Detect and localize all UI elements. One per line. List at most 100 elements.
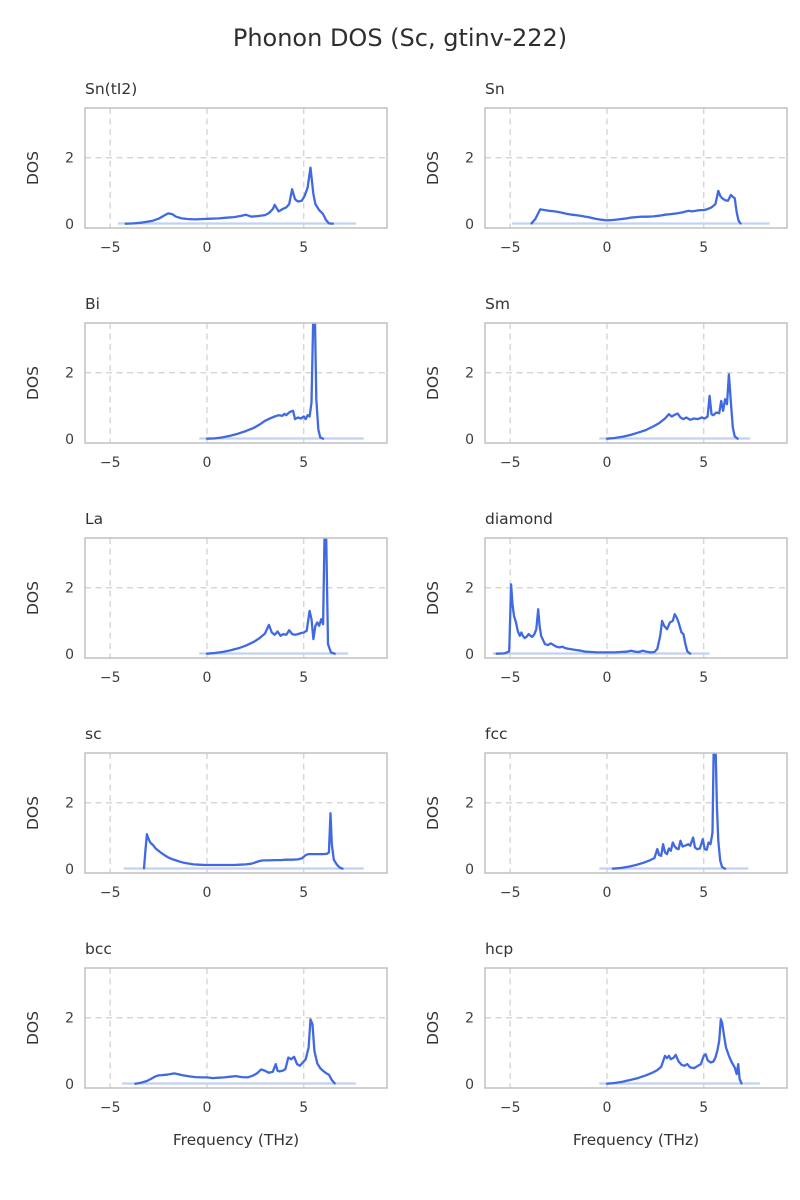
- x-tick-label: 5: [299, 1100, 308, 1116]
- y-axis-label: DOS: [24, 796, 42, 830]
- y-axis-label: DOS: [24, 1011, 42, 1045]
- y-tick-label: 0: [65, 862, 74, 878]
- x-tick-label: −5: [500, 455, 521, 471]
- x-tick-label: 0: [603, 1100, 612, 1116]
- subplot-canvas: Sn(tI2) 0 2 −5 0 5 DOS: [24, 80, 388, 256]
- x-tick-label: 5: [699, 240, 708, 256]
- plot-border: [484, 537, 788, 659]
- y-tick-label: 2: [65, 581, 74, 597]
- y-tick-label: 0: [65, 217, 74, 233]
- y-tick-label: 2: [465, 366, 474, 382]
- plot-border: [484, 107, 788, 229]
- y-tick-label: 2: [65, 1011, 74, 1027]
- y-axis-label: DOS: [424, 581, 442, 615]
- plot-border: [484, 967, 788, 1089]
- y-tick-label: 0: [465, 1077, 474, 1093]
- plot-border: [484, 752, 788, 874]
- x-tick-label: −5: [500, 670, 521, 686]
- dos-curve: [530, 189, 742, 225]
- plot-border: [84, 107, 388, 229]
- plot-border: [84, 537, 388, 659]
- y-tick-label: 0: [465, 862, 474, 878]
- subplot-canvas: Sn 0 2 −5 0 5 DOS: [424, 80, 788, 256]
- x-tick-label: 0: [603, 455, 612, 471]
- y-tick-label: 0: [465, 432, 474, 448]
- subplot-canvas: diamond 0 2 −5 0 5 DOS: [424, 510, 788, 686]
- subplot-title: Sn(tI2): [85, 80, 137, 98]
- x-tick-label: 0: [203, 670, 212, 686]
- subplot-canvas: Bi 0 2 −5 0 5 DOS: [24, 295, 388, 471]
- x-tick-label: 5: [299, 240, 308, 256]
- x-tick-label: 0: [603, 670, 612, 686]
- subplot-title: La: [85, 510, 103, 528]
- subplot-la: La 0 2 −5 0 5 DOS: [0, 508, 400, 690]
- subplot-sm: Sm 0 2 −5 0 5 DOS: [400, 293, 800, 475]
- x-tick-label: −5: [500, 240, 521, 256]
- y-tick-label: 0: [65, 432, 74, 448]
- dos-curve: [611, 753, 727, 870]
- dos-curve: [495, 583, 692, 655]
- subplot-bi: Bi 0 2 −5 0 5 DOS: [0, 293, 400, 475]
- x-axis-label: Frequency (THz): [173, 1131, 299, 1149]
- plot-border: [84, 967, 388, 1089]
- y-tick-label: 2: [465, 151, 474, 167]
- x-tick-label: 0: [203, 885, 212, 901]
- plot-border: [84, 752, 388, 874]
- subplot-title: diamond: [485, 510, 553, 528]
- y-axis-label: DOS: [424, 366, 442, 400]
- x-tick-label: 5: [699, 455, 708, 471]
- y-tick-label: 0: [65, 647, 74, 663]
- dos-curve: [605, 373, 739, 440]
- subplot-title: bcc: [85, 940, 112, 958]
- subplot-sn-ti2-: Sn(tI2) 0 2 −5 0 5 DOS: [0, 78, 400, 260]
- x-tick-label: 5: [699, 670, 708, 686]
- dos-curve: [142, 812, 344, 870]
- y-tick-label: 2: [465, 1011, 474, 1027]
- subplot-canvas: sc 0 2 −5 0 5 DOS: [24, 725, 388, 901]
- x-tick-label: −5: [100, 670, 121, 686]
- subplot-title: hcp: [485, 940, 513, 958]
- x-tick-label: −5: [100, 240, 121, 256]
- x-tick-label: 0: [203, 455, 212, 471]
- subplot-canvas: hcp 0 2 −5 0 5 DOS Frequency (THz): [424, 940, 788, 1149]
- x-tick-label: 5: [699, 885, 708, 901]
- subplot-title: Sm: [485, 295, 510, 313]
- dos-curve: [605, 1018, 743, 1085]
- x-tick-label: −5: [500, 885, 521, 901]
- dos-curve: [134, 1018, 336, 1085]
- x-tick-label: 5: [299, 670, 308, 686]
- y-axis-label: DOS: [24, 151, 42, 185]
- subplot-sn: Sn 0 2 −5 0 5 DOS: [400, 78, 800, 260]
- x-axis-label: Frequency (THz): [573, 1131, 699, 1149]
- subplot-canvas: bcc 0 2 −5 0 5 DOS Frequency (THz): [24, 940, 388, 1149]
- subplot-fcc: fcc 0 2 −5 0 5 DOS: [400, 723, 800, 905]
- subplot-canvas: fcc 0 2 −5 0 5 DOS: [424, 725, 788, 901]
- figure-title: Phonon DOS (Sc, gtinv-222): [232, 24, 568, 52]
- x-tick-label: −5: [100, 885, 121, 901]
- y-tick-label: 2: [465, 581, 474, 597]
- plot-border: [84, 322, 388, 444]
- x-tick-label: 5: [299, 455, 308, 471]
- x-tick-label: −5: [500, 1100, 521, 1116]
- subplot-canvas: Sm 0 2 −5 0 5 DOS: [424, 295, 788, 471]
- x-tick-label: −5: [100, 1100, 121, 1116]
- subplot-diamond: diamond 0 2 −5 0 5 DOS: [400, 508, 800, 690]
- y-tick-label: 0: [465, 647, 474, 663]
- y-tick-label: 2: [465, 796, 474, 812]
- subplot-hcp: hcp 0 2 −5 0 5 DOS Frequency (THz): [400, 938, 800, 1160]
- x-tick-label: 0: [603, 885, 612, 901]
- y-tick-label: 2: [65, 796, 74, 812]
- subplot-title: fcc: [485, 725, 508, 743]
- subplot-title: Sn: [485, 80, 505, 98]
- subplot-title: Bi: [85, 295, 100, 313]
- y-tick-label: 0: [465, 217, 474, 233]
- y-tick-label: 2: [65, 366, 74, 382]
- dos-curve: [124, 166, 334, 225]
- y-tick-label: 2: [65, 151, 74, 167]
- y-axis-label: DOS: [424, 796, 442, 830]
- dos-curve: [205, 323, 325, 440]
- subplot-grid: Sn(tI2) 0 2 −5 0 5 DOS Sn 0 2 −5 0 5 DOS Bi 0 2 −5 0 5 DOS Sm…: [0, 78, 800, 1160]
- dos-curve: [205, 538, 336, 655]
- x-tick-label: 5: [699, 1100, 708, 1116]
